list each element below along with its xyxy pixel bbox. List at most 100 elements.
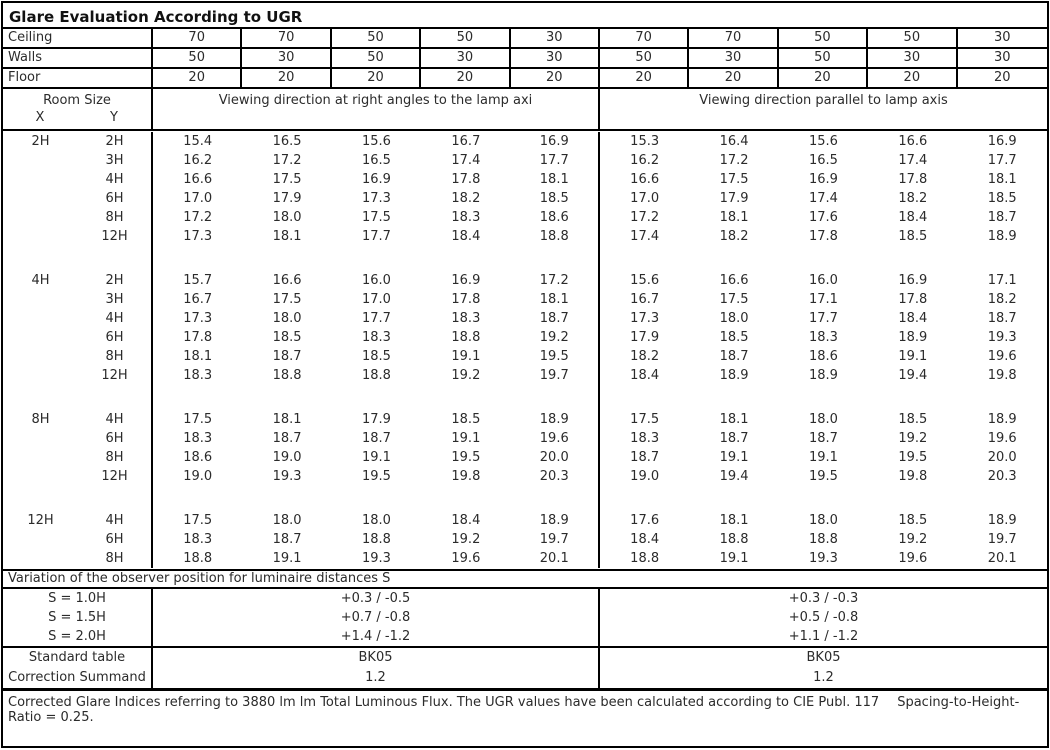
surface-label: Ceiling [3,29,153,47]
ugr-value: 18.2 [719,229,749,244]
room-y-value: 12H [78,467,153,486]
ugr-value: 19.6 [898,551,928,566]
ugr-value: 18.3 [183,368,213,383]
ugr-value: 16.0 [362,273,391,288]
variation-row: S = 1.0H +0.3 / -0.5 +0.3 / -0.3 [3,589,1047,608]
room-y-value: 6H [78,189,153,208]
ugr-value: 16.2 [183,153,213,168]
ugr-value: 18.1 [511,170,600,189]
surface-value: 30 [511,29,600,47]
ugr-value: 16.9 [808,172,838,187]
variation-right-angles-value: +0.7 / -0.8 [153,608,600,627]
ugr-row: 6H 17.8 18.5 18.3 18.8 19.2 17.9 18.5 18.3 18.9 19… [3,328,1047,347]
surface-value: 20 [242,69,332,87]
ugr-value: 18.7 [808,431,838,446]
gap-cell [3,385,153,410]
variation-parallel-value: +0.3 / -0.3 [788,591,859,606]
ugr-value: 18.8 [451,330,481,345]
group-header-right-angles: Viewing direction at right angles to the… [153,89,600,129]
ugr-row: 8H 4H 17.5 18.1 17.9 18.5 18.9 17.5 18.1 18.0 18.5… [3,410,1047,429]
ugr-value: 19.8 [451,469,481,484]
variation-label: S = 1.5H [3,608,153,627]
summary-rows: Standard table BK05 BK05 Correction Summand… [3,648,1047,691]
ugr-value: 18.0 [362,513,391,528]
summary-parallel-value: BK05 [806,650,841,665]
ugr-value: 17.5 [630,412,660,427]
ugr-value: 18.3 [451,210,481,225]
ugr-value: 17.5 [719,292,749,307]
ugr-value: 17.9 [719,191,749,206]
ugr-value: 18.8 [719,532,749,547]
ugr-value: 18.9 [987,412,1017,427]
room-y-value: 4H [78,410,153,429]
ugr-value: 18.9 [719,368,749,383]
room-x-value [3,549,78,568]
room-y-value: 8H [78,448,153,467]
ugr-value: 18.1 [511,290,600,309]
ugr-value: 16.7 [630,292,660,307]
room-y-value: 6H [78,429,153,448]
ugr-value: 19.2 [451,368,481,383]
room-y-value: 12H [78,366,153,385]
ugr-value: 17.5 [183,513,213,528]
ugr-value: 18.8 [362,532,391,547]
surface-value: 20 [600,69,690,87]
ugr-value: 18.1 [719,210,749,225]
room-y-value: 3H [78,151,153,170]
ugr-value: 17.0 [362,292,391,307]
ugr-value: 17.9 [362,412,391,427]
ugr-value: 18.9 [511,410,600,429]
ugr-row: 8H 18.1 18.7 18.5 19.1 19.5 18.2 18.7 18.6 19.1 19… [3,347,1047,366]
ugr-value: 18.3 [630,431,660,446]
ugr-value: 17.8 [898,172,928,187]
ugr-value: 17.2 [719,153,749,168]
gap-cell [3,486,153,511]
ugr-value: 17.2 [272,153,302,168]
ugr-value: 17.9 [630,330,660,345]
ugr-value: 19.2 [511,328,600,347]
ugr-value: 18.0 [808,412,838,427]
ugr-value: 19.6 [511,429,600,448]
surface-value: 30 [511,49,600,67]
room-y-value: 4H [78,511,153,530]
surface-rows: Ceiling 70 70 50 50 30 70 70 50 50 30 Walls 50 30 50 30… [3,29,1047,89]
ugr-value: 17.3 [362,191,391,206]
ugr-value: 19.6 [987,431,1017,446]
ugr-row: 8H 17.2 18.0 17.5 18.3 18.6 17.2 18.1 17.6 18.4 18… [3,208,1047,227]
ugr-value: 18.9 [898,330,928,345]
ugr-value: 17.2 [511,271,600,290]
ugr-value: 17.5 [183,412,213,427]
surface-value: 20 [153,69,243,87]
ugr-row: 8H 18.8 19.1 19.3 19.6 20.1 18.8 19.1 19.3 19.6 20… [3,549,1047,568]
ugr-value: 18.2 [987,292,1017,307]
column-header-row: Room Size X Y Viewing direction at right… [3,89,1047,131]
room-y-value: 4H [78,309,153,328]
room-x-value: 8H [31,412,50,427]
gap-cell [3,246,153,271]
ugr-value: 19.8 [898,469,928,484]
gap-cell [600,246,1047,271]
ugr-value: 19.5 [511,347,600,366]
ugr-value: 19.1 [362,450,391,465]
ugr-value: 18.7 [272,532,302,547]
footer-row: Corrected Glare Indices referring to 388… [3,691,1047,725]
ugr-value: 18.8 [272,368,302,383]
ugr-value: 19.7 [511,530,600,549]
ugr-value: 16.2 [630,153,660,168]
section-gap [3,385,1047,410]
room-x-value [3,227,78,246]
ugr-value: 17.8 [451,172,481,187]
surface-value: 20 [993,70,1011,85]
room-x-value [3,170,78,189]
ugr-value: 15.3 [630,134,660,149]
ugr-value: 16.9 [511,132,600,151]
variation-parallel-value: +0.5 / -0.8 [788,610,859,625]
ugr-value: 18.6 [511,208,600,227]
title-row: Glare Evaluation According to UGR [3,3,1047,29]
ugr-value: 18.6 [808,349,838,364]
ugr-value: 17.4 [898,153,928,168]
surface-value: 30 [689,49,779,67]
ugr-value: 18.5 [451,412,481,427]
